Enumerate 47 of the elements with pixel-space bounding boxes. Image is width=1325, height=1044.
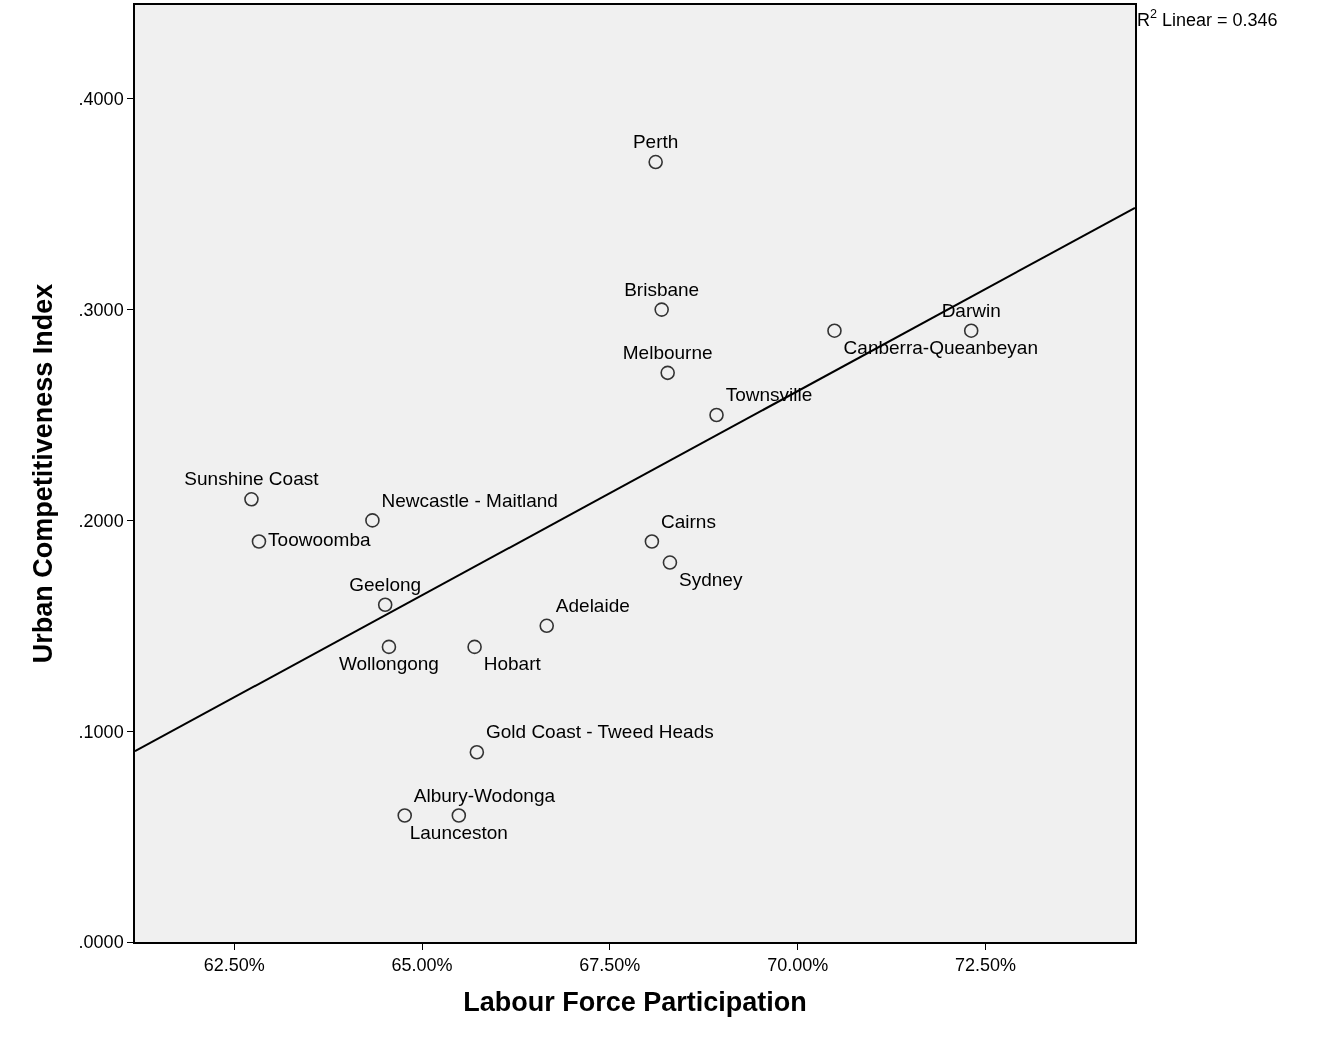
point [827,323,842,338]
data-label: Sydney [679,568,743,590]
point [662,555,678,570]
x-tick-label: 70.00% [767,955,829,976]
point [251,534,267,549]
data-label: Darwin [941,299,1001,321]
point [451,808,467,823]
x-tick-label: 62.50% [203,955,265,976]
x-tick-label: 67.50% [579,955,641,976]
y-tick-label: .0000 [78,932,124,953]
text: R$^{2}$ Linear = 0.346 [1137,7,1278,30]
point [648,154,663,170]
point [644,534,660,549]
data-label: Cairns [661,510,716,532]
data-label: Brisbane [624,278,700,300]
data-label: Toowoomba [268,529,371,551]
x-tick-label: 72.50% [954,955,1017,976]
point [377,597,393,613]
point [244,492,259,507]
y-tick-label: .3000 [78,299,124,320]
point [709,407,724,423]
y-tick-label: .1000 [78,721,124,742]
data-label: Newcastle - Maitland [381,489,558,511]
data-label: Gold Coast - Tweed Heads [485,721,714,743]
point [963,323,979,338]
point [539,618,555,634]
point [365,513,380,528]
point [654,302,669,317]
x-tick-label: 65.00% [391,955,453,976]
y-axis-title: Urban Competitiveness Index [28,283,59,664]
point [397,808,413,823]
data-label: Perth [632,131,679,153]
data-label: Geelong [349,573,422,595]
data-label: Adelaide [555,594,630,616]
data-label: Albury-Wodonga [413,784,556,806]
y-tick-label: .4000 [78,89,124,110]
point [467,639,482,655]
point [660,365,675,381]
data-label: Launceston [409,821,508,843]
data-label: Sunshine Coast [184,468,320,490]
data-label: Wollongong [338,653,439,675]
data-label: Hobart [483,653,542,675]
point [381,639,397,655]
x-axis-title: Labour Force Participation [463,987,807,1018]
point [469,744,485,760]
data-label: Melbourne [622,341,713,363]
y-tick-label: .2000 [78,510,124,531]
